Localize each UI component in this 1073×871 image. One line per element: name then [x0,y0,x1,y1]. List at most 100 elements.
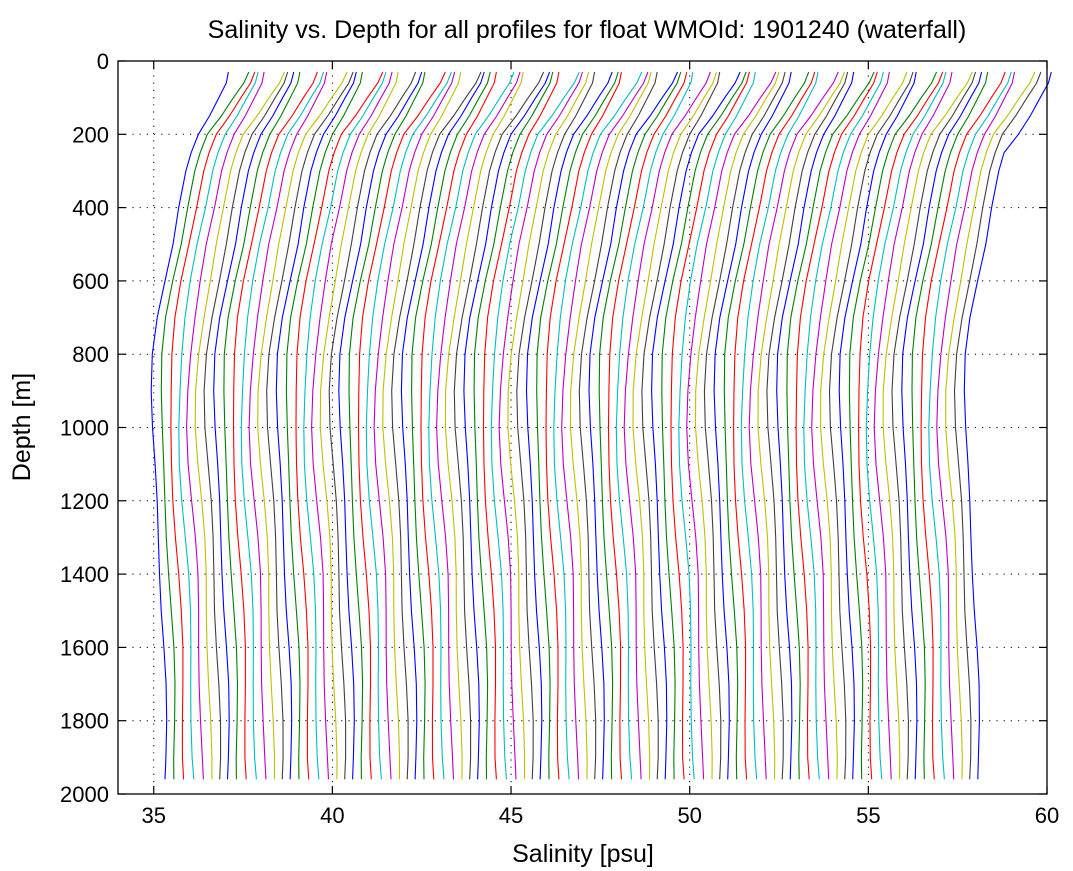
profile-line-29 [400,71,485,780]
profile-line-87 [920,71,1006,780]
profile-line-56 [641,71,721,780]
profile-line-78 [838,71,917,780]
x-tick-label: 55 [856,803,880,828]
x-axis-title: Salinity [psu] [512,840,654,868]
y-tick-label: 200 [72,122,109,147]
profile-line-73 [795,71,878,780]
profile-line-84 [891,71,977,780]
profile-line-83 [882,71,973,780]
profile-line-26 [373,71,456,780]
profile-line-22 [338,71,423,780]
profile-line-34 [444,71,524,780]
profile-line-50 [588,71,679,780]
profile-line-47 [561,71,649,780]
profile-line-42 [516,71,596,780]
profile-line-63 [703,71,786,780]
profile-line-15 [275,71,357,780]
profile-line-16 [285,71,363,780]
profile-line-8 [213,71,295,780]
profile-line-92 [963,71,1052,780]
profile-line-89 [936,71,1016,780]
profile-line-52 [607,71,688,780]
profile-line-77 [828,71,914,780]
profile-line-37 [473,71,554,780]
profile-line-3 [170,71,256,780]
profile-line-64 [713,71,792,780]
x-tick-label: 40 [320,803,344,828]
profile-line-35 [453,71,545,780]
profile-line-12 [248,71,328,780]
profile-line-91 [953,71,1042,780]
profile-line-88 [928,71,1012,780]
profile-line-85 [901,71,983,780]
profile-line-40 [498,71,584,780]
profile-line-72 [786,71,875,780]
profile-line-17 [295,71,384,780]
x-tick-label: 45 [499,803,523,828]
x-tick-label: 60 [1035,803,1059,828]
profile-line-4 [178,71,259,780]
profile-line-33 [436,71,521,780]
profile-line-36 [463,71,551,780]
y-tick-label: 800 [72,342,109,367]
profile-line-2 [160,71,250,780]
profile-line-49 [578,71,658,780]
profile-line-19 [311,71,393,780]
chart-title: Salinity vs. Depth for all profiles for … [208,16,967,44]
profile-line-69 [757,71,845,780]
profile-line-67 [740,71,819,780]
profile-line-5 [186,71,265,780]
y-tick-label: 1000 [60,416,109,441]
y-tick-label: 0 [97,49,109,74]
y-tick-label: 1800 [60,709,109,734]
profile-line-39 [490,71,580,780]
profile-line-20 [319,71,399,780]
profile-line-71 [776,71,855,780]
profile-line-11 [240,71,325,780]
profile-line-38 [482,71,560,780]
y-axis-title: Depth [m] [8,373,36,481]
profile-line-6 [194,71,286,780]
y-tick-label: 2000 [60,782,109,807]
profile-line-44 [536,71,619,780]
profile-line-75 [811,71,890,780]
y-tick-label: 1400 [60,562,109,587]
profile-line-76 [820,71,908,780]
profile-line-32 [428,71,515,780]
profile-line-55 [632,71,718,780]
profile-line-1 [150,71,229,780]
profile-line-41 [507,71,590,780]
profile-line-28 [391,71,482,780]
profile-line-57 [651,71,741,780]
profile-line-21 [328,71,417,780]
profile-line-68 [748,71,839,780]
profile-line-74 [803,71,884,780]
profile-line-82 [873,71,953,780]
profile-line-46 [553,71,643,780]
profile-line-24 [357,71,446,780]
profile-line-62 [694,71,780,780]
profile-line-14 [266,71,354,780]
profile-line-23 [348,71,426,780]
profile-line-60 [678,71,756,780]
profile-line-18 [303,71,387,780]
profile-line-80 [858,71,944,780]
profile-line-43 [525,71,613,780]
profile-line-86 [911,71,989,780]
profile-line-31 [420,71,497,780]
profile-line-59 [670,71,750,780]
profile-line-9 [223,71,301,780]
x-tick-label: 50 [677,803,701,828]
y-tick-label: 1200 [60,489,109,514]
profile-line-51 [598,71,682,780]
profile-line-7 [203,71,289,780]
profile-line-90 [945,71,1036,780]
profile-line-25 [365,71,452,780]
profile-line-66 [733,71,816,780]
profile-line-65 [723,71,810,780]
profile-line-53 [615,71,694,780]
x-tick-label: 35 [141,803,165,828]
profile-line-45 [545,71,622,780]
